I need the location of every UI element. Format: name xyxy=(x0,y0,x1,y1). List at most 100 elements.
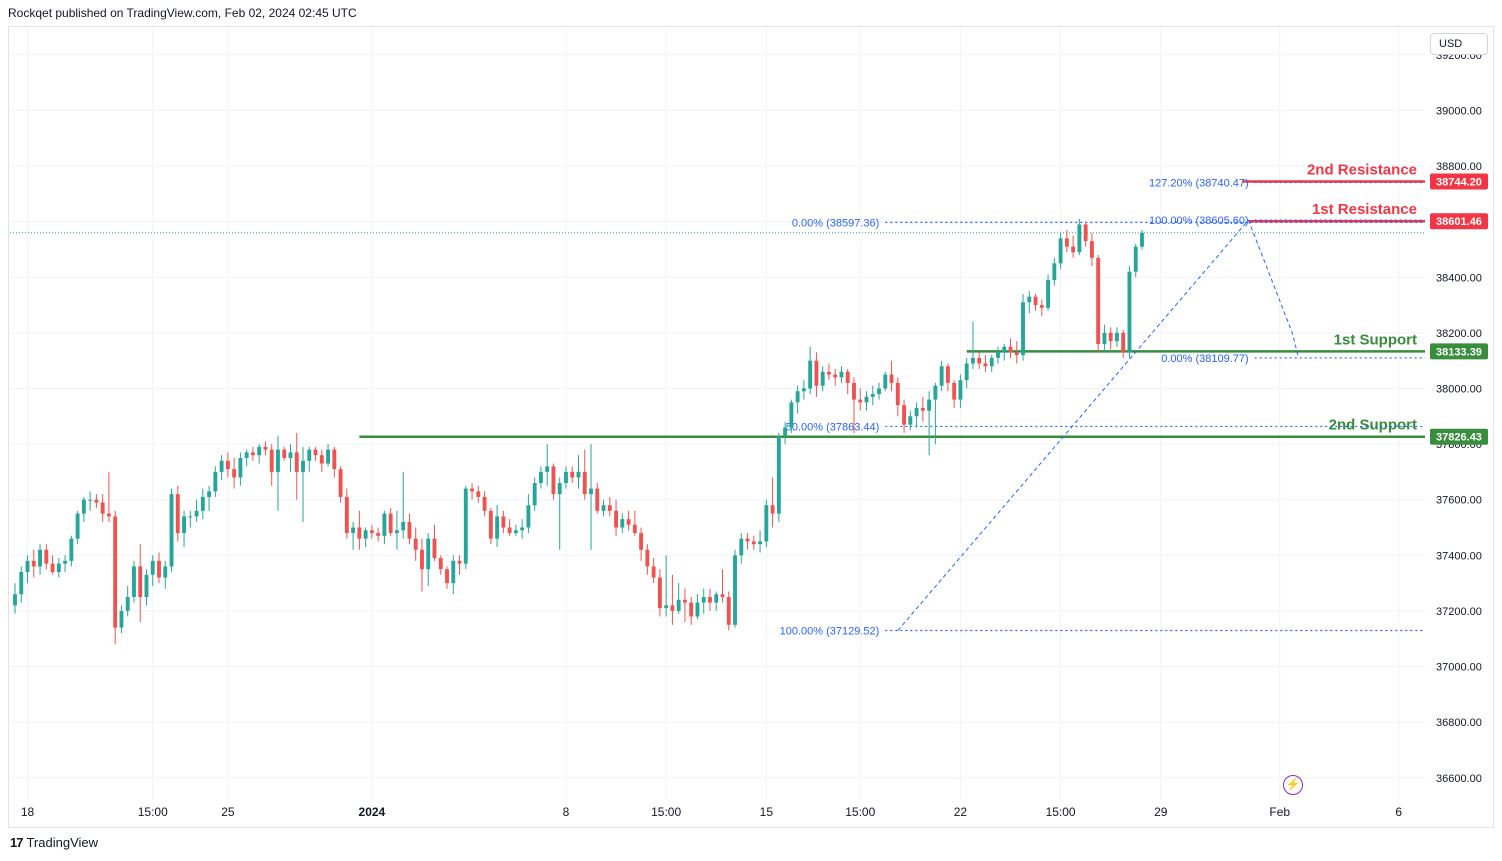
candle[interactable] xyxy=(764,505,769,542)
candle[interactable] xyxy=(745,538,750,542)
candle[interactable] xyxy=(845,371,850,383)
candle[interactable] xyxy=(1008,346,1013,353)
candle[interactable] xyxy=(1039,305,1044,308)
candle[interactable] xyxy=(783,427,788,436)
candle[interactable] xyxy=(945,366,950,383)
candle[interactable] xyxy=(983,363,988,367)
candle[interactable] xyxy=(689,602,694,617)
candle[interactable] xyxy=(106,513,111,517)
candle[interactable] xyxy=(607,505,612,511)
candle[interactable] xyxy=(388,513,393,534)
candle[interactable] xyxy=(301,460,305,472)
candle[interactable] xyxy=(808,360,813,389)
candle[interactable] xyxy=(839,371,844,378)
candle[interactable] xyxy=(476,491,481,497)
candle[interactable] xyxy=(56,563,61,572)
candle[interactable] xyxy=(132,566,136,598)
candle[interactable] xyxy=(676,599,681,611)
candle[interactable] xyxy=(570,471,575,478)
candle[interactable] xyxy=(357,527,362,539)
candle[interactable] xyxy=(125,597,130,611)
candle[interactable] xyxy=(1046,280,1051,308)
candle[interactable] xyxy=(19,571,24,595)
fib-trend-line[interactable] xyxy=(1247,219,1300,359)
candle[interactable] xyxy=(182,516,186,534)
candle[interactable] xyxy=(789,402,794,428)
candle[interactable] xyxy=(1089,241,1094,258)
candle[interactable] xyxy=(463,488,468,564)
candle[interactable] xyxy=(751,541,756,545)
candle[interactable] xyxy=(1014,352,1019,356)
candle[interactable] xyxy=(614,510,619,528)
candle[interactable] xyxy=(338,469,343,497)
candle[interactable] xyxy=(526,505,531,528)
candle[interactable] xyxy=(858,399,863,403)
candle[interactable] xyxy=(795,391,800,403)
candle[interactable] xyxy=(545,466,550,472)
candle[interactable] xyxy=(426,538,431,570)
candle[interactable] xyxy=(726,597,731,625)
candle[interactable] xyxy=(952,382,957,400)
candle[interactable] xyxy=(438,558,443,570)
candle[interactable] xyxy=(958,380,963,400)
candle[interactable] xyxy=(88,499,93,501)
candle[interactable] xyxy=(169,494,174,567)
candle[interactable] xyxy=(1127,271,1132,353)
candle[interactable] xyxy=(413,538,418,550)
candle[interactable] xyxy=(150,560,155,575)
candle[interactable] xyxy=(1096,257,1101,344)
candle[interactable] xyxy=(977,357,982,364)
candle[interactable] xyxy=(351,527,356,534)
candle[interactable] xyxy=(81,499,86,514)
candle[interactable] xyxy=(420,549,424,570)
candle[interactable] xyxy=(645,549,650,567)
candle[interactable] xyxy=(507,527,512,534)
candle[interactable] xyxy=(889,374,894,383)
candle[interactable] xyxy=(814,360,819,386)
candle[interactable] xyxy=(883,374,888,389)
candle[interactable] xyxy=(213,471,218,492)
candle[interactable] xyxy=(920,407,925,411)
candle[interactable] xyxy=(902,405,907,425)
candle[interactable] xyxy=(1058,238,1063,264)
candle[interactable] xyxy=(933,385,938,400)
candle[interactable] xyxy=(895,382,900,406)
candle[interactable] xyxy=(225,460,230,470)
candle[interactable] xyxy=(31,560,36,567)
candle[interactable] xyxy=(470,488,474,492)
candle[interactable] xyxy=(401,521,406,531)
candle[interactable] xyxy=(557,483,562,495)
candle[interactable] xyxy=(1140,232,1144,247)
candle[interactable] xyxy=(382,513,387,536)
candle[interactable] xyxy=(626,519,631,525)
candle[interactable] xyxy=(532,483,537,506)
candle[interactable] xyxy=(733,555,737,625)
candle[interactable] xyxy=(708,597,712,603)
candle[interactable] xyxy=(445,569,449,584)
candle[interactable] xyxy=(488,510,493,539)
candle[interactable] xyxy=(914,407,919,417)
candle[interactable] xyxy=(50,563,55,572)
candle[interactable] xyxy=(589,488,593,495)
candle[interactable] xyxy=(564,471,568,484)
candle[interactable] xyxy=(1071,246,1076,253)
candle[interactable] xyxy=(996,352,1000,358)
candle[interactable] xyxy=(194,510,199,517)
candle[interactable] xyxy=(44,549,49,564)
candle[interactable] xyxy=(1108,332,1113,342)
candle[interactable] xyxy=(94,499,99,503)
candle[interactable] xyxy=(551,466,556,495)
fib-trend-line[interactable] xyxy=(897,219,1249,631)
candle[interactable] xyxy=(38,549,42,567)
candle[interactable] xyxy=(639,533,644,550)
candle[interactable] xyxy=(1027,296,1032,303)
candle[interactable] xyxy=(407,521,412,539)
candle[interactable] xyxy=(232,469,237,478)
candle[interactable] xyxy=(595,488,600,511)
candle[interactable] xyxy=(69,538,74,561)
candle[interactable] xyxy=(244,452,249,458)
candle[interactable] xyxy=(138,566,143,598)
candle[interactable] xyxy=(457,560,462,564)
candle[interactable] xyxy=(1077,224,1082,253)
candle[interactable] xyxy=(188,516,193,518)
